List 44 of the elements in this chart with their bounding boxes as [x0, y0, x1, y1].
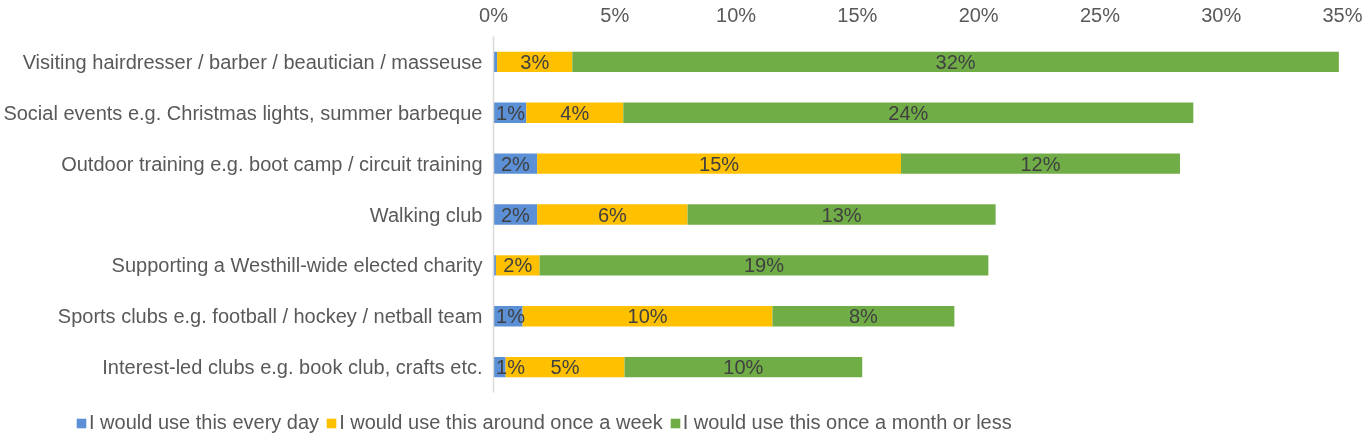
y-tick-label: Sports clubs e.g. football / hockey / netball team [57, 305, 483, 328]
data-label: 5% [550, 356, 580, 379]
bar [623, 102, 1194, 123]
x-tick-label: 10% [716, 3, 757, 26]
data-label: 1% [496, 101, 526, 124]
bar [537, 153, 902, 174]
data-label: 10% [627, 305, 668, 328]
data-label: 24% [888, 101, 929, 124]
x-tick-label: 30% [1201, 3, 1242, 26]
data-label: 12% [1020, 152, 1061, 175]
bar [687, 204, 996, 225]
y-tick-label: Interest-led clubs e.g. book club, crafts etc. [102, 356, 483, 379]
y-tick-label: Visiting hairdresser / barber / beautician / masseuse [22, 50, 483, 73]
bar [572, 51, 1339, 73]
legend-label: I would use this around once a week [339, 411, 663, 434]
bar [624, 356, 863, 378]
data-label: 2% [500, 152, 530, 175]
bar [901, 153, 1180, 174]
data-label: 15% [699, 152, 740, 175]
data-label: 2% [500, 203, 530, 226]
y-tick-label: Supporting a Westhill-wide elected charity [111, 254, 483, 277]
x-tick-label: 35% [1322, 3, 1363, 26]
y-tick-label: Social events e.g. Christmas lights, summer barbeque [3, 101, 483, 124]
x-tick-label: 20% [958, 3, 999, 26]
legend-label: I would use this every day [89, 411, 320, 434]
bar [537, 204, 688, 225]
data-label: 13% [821, 203, 862, 226]
data-label: 2% [503, 254, 533, 277]
data-label: 8% [848, 305, 879, 328]
x-tick-label: 15% [837, 3, 878, 26]
data-label: 3% [520, 50, 550, 73]
x-tick-label: 5% [600, 3, 630, 26]
bar [772, 306, 955, 327]
legend-label: I would use this once a month or less [682, 411, 1012, 434]
data-label: 32% [935, 50, 976, 73]
x-tick-label: 25% [1079, 3, 1121, 26]
data-label: 10% [723, 356, 764, 379]
y-tick-label: Outdoor training e.g. boot camp / circuit training [61, 152, 483, 175]
data-label: 19% [743, 254, 785, 277]
data-label: 4% [560, 101, 590, 124]
bar [539, 255, 989, 276]
x-tick-label: 0% [479, 3, 509, 26]
data-label: 6% [597, 203, 628, 226]
y-tick-label: Walking club [369, 203, 483, 226]
